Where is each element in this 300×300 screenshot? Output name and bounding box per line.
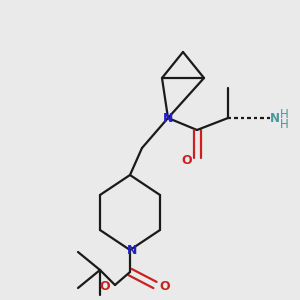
Text: O: O	[100, 280, 110, 293]
Text: N: N	[127, 244, 137, 256]
Text: H: H	[280, 107, 288, 121]
Text: O: O	[160, 280, 170, 293]
Text: N: N	[270, 112, 280, 125]
Text: N: N	[163, 112, 173, 124]
Text: O: O	[182, 154, 192, 166]
Text: H: H	[280, 118, 288, 131]
